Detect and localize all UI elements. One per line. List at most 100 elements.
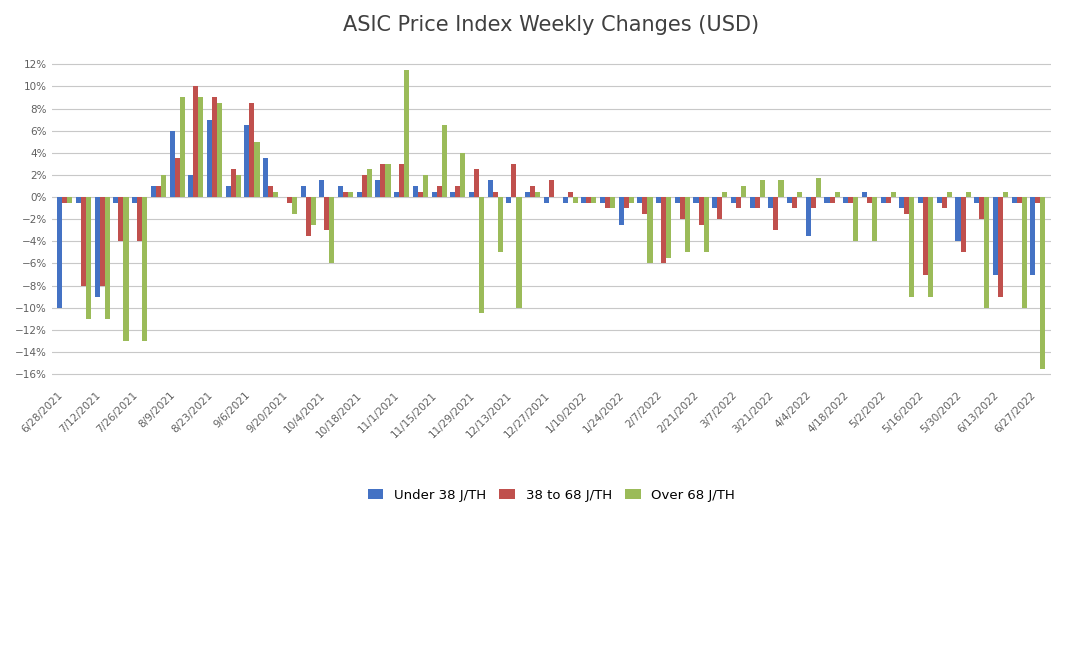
Bar <box>824 197 829 203</box>
Bar <box>1017 197 1021 203</box>
Bar <box>306 197 310 236</box>
Bar <box>684 197 690 252</box>
Bar <box>1040 197 1046 369</box>
Bar <box>624 197 629 208</box>
Bar <box>386 164 390 197</box>
Bar <box>273 192 278 197</box>
Bar <box>792 197 797 208</box>
Bar <box>923 197 928 275</box>
Title: ASIC Price Index Weekly Changes (USD): ASIC Price Index Weekly Changes (USD) <box>343 15 759 35</box>
Bar <box>704 197 709 252</box>
Bar <box>835 192 840 197</box>
Bar <box>618 197 624 225</box>
Bar <box>230 169 236 197</box>
Bar <box>872 197 877 241</box>
Bar <box>516 197 521 308</box>
Bar <box>984 197 989 308</box>
Bar <box>586 197 592 203</box>
Bar <box>142 197 147 341</box>
Bar <box>269 186 273 197</box>
Bar <box>992 197 998 275</box>
Bar <box>487 180 492 197</box>
Bar <box>479 197 484 313</box>
Bar <box>736 197 741 208</box>
Bar <box>95 197 100 297</box>
Bar <box>212 97 217 197</box>
Bar <box>666 197 672 258</box>
Bar <box>418 192 423 197</box>
Bar <box>217 103 222 197</box>
Bar <box>367 169 372 197</box>
Bar <box>980 197 984 219</box>
Bar <box>1003 192 1008 197</box>
Bar <box>769 197 774 208</box>
Bar <box>829 197 835 203</box>
Bar <box>469 192 474 197</box>
Bar <box>338 186 343 197</box>
Bar <box>741 186 746 197</box>
Bar <box>113 197 118 203</box>
Bar <box>918 197 923 203</box>
Bar <box>343 192 349 197</box>
Bar <box>797 192 803 197</box>
Bar <box>891 192 895 197</box>
Bar <box>310 197 316 225</box>
Bar <box>124 197 129 341</box>
Bar <box>717 197 723 219</box>
Bar <box>1035 197 1040 203</box>
Bar <box>778 180 784 197</box>
Bar <box>292 197 297 214</box>
Bar <box>862 192 867 197</box>
Bar <box>118 197 124 241</box>
Bar <box>774 197 778 230</box>
Bar <box>806 197 811 236</box>
Bar <box>600 197 605 203</box>
Bar <box>643 197 647 214</box>
Bar <box>629 197 634 203</box>
Bar <box>244 125 249 197</box>
Bar <box>1031 197 1035 275</box>
Bar <box>255 142 259 197</box>
Bar <box>530 186 535 197</box>
Bar <box>399 164 404 197</box>
Bar <box>755 197 760 208</box>
Bar <box>329 197 335 264</box>
Bar <box>461 153 466 197</box>
Bar <box>656 197 661 203</box>
Bar <box>853 197 858 241</box>
Bar <box>175 158 180 197</box>
Bar <box>712 197 717 208</box>
Bar <box>394 192 399 197</box>
Bar <box>937 197 941 203</box>
Bar <box>236 175 241 197</box>
Bar <box>760 180 764 197</box>
Bar <box>512 164 516 197</box>
Bar <box>492 192 498 197</box>
Bar <box>150 186 156 197</box>
Bar <box>226 186 230 197</box>
Bar <box>731 197 736 203</box>
Bar <box>381 164 386 197</box>
Bar <box>413 186 418 197</box>
Bar <box>86 197 91 319</box>
Bar <box>581 197 586 203</box>
Bar <box>698 197 704 225</box>
Bar <box>526 192 530 197</box>
Bar <box>886 197 891 203</box>
Bar <box>904 197 909 214</box>
Bar <box>81 197 86 286</box>
Bar <box>749 197 755 208</box>
Bar <box>900 197 904 208</box>
Bar <box>189 175 193 197</box>
Bar <box>811 197 815 208</box>
Bar <box>605 197 610 208</box>
Bar <box>572 197 578 203</box>
Bar <box>849 197 853 203</box>
Bar <box>450 192 455 197</box>
Bar <box>169 131 175 197</box>
Bar <box>928 197 933 297</box>
Bar <box>62 197 67 203</box>
Bar <box>843 197 849 203</box>
Bar <box>138 197 142 241</box>
Bar <box>974 197 980 203</box>
